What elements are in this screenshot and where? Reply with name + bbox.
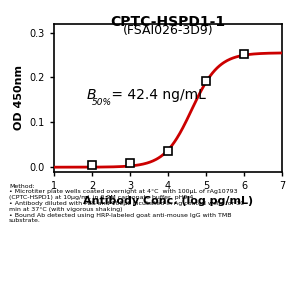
Text: CPTC-HSPD1-1: CPTC-HSPD1-1 [110,15,226,29]
Text: (FSAI026-3D9): (FSAI026-3D9) [123,24,213,37]
X-axis label: Antibody Conc. (log pg/mL): Antibody Conc. (log pg/mL) [83,196,253,206]
Text: = 42.4 ng/mL: = 42.4 ng/mL [107,88,206,102]
Text: Method:
• Microtiter plate wells coated overnight at 4°C  with 100μL of rAg10793: Method: • Microtiter plate wells coated … [9,184,244,223]
Text: 50%: 50% [92,98,112,107]
Text: B: B [86,88,96,102]
Y-axis label: OD 450nm: OD 450nm [14,65,24,130]
